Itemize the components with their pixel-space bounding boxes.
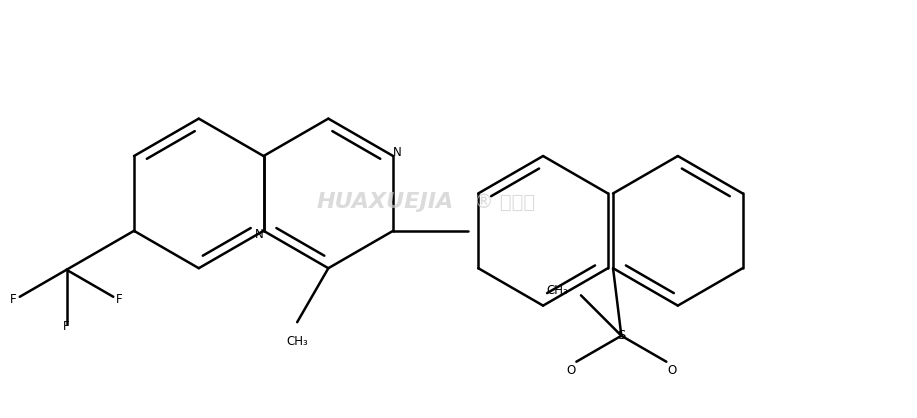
Text: F: F <box>63 321 70 334</box>
Text: CH₃: CH₃ <box>286 335 308 348</box>
Text: HUAXUEJIA: HUAXUEJIA <box>316 192 454 212</box>
Text: N: N <box>255 229 264 242</box>
Text: N: N <box>392 146 402 159</box>
Text: ® 化学加: ® 化学加 <box>474 193 535 212</box>
Text: O: O <box>667 364 676 377</box>
Text: S: S <box>617 329 625 342</box>
Text: CH₃: CH₃ <box>547 284 569 297</box>
Text: F: F <box>10 293 17 306</box>
Text: O: O <box>567 364 576 377</box>
Text: F: F <box>116 293 123 306</box>
